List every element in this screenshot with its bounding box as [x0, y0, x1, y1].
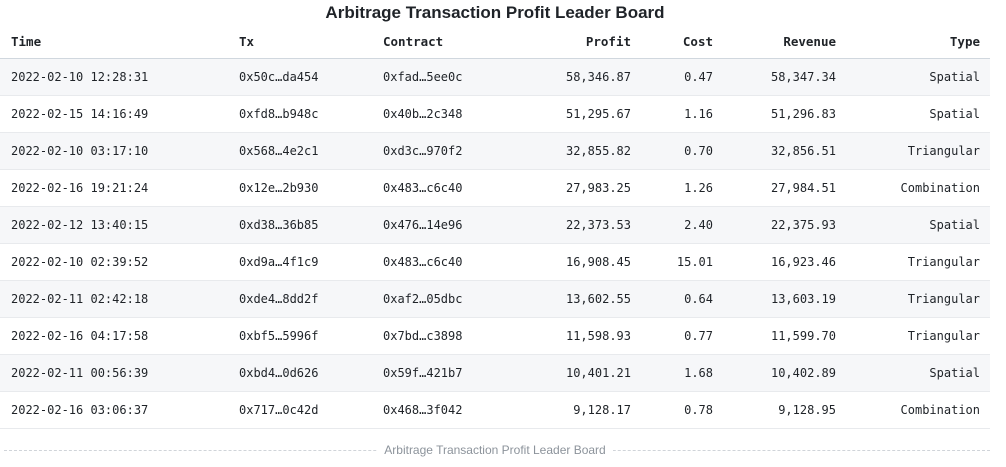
table-row: 2022-02-11 00:56:39 0xbd4…0d626 0x59f…42…	[0, 354, 990, 392]
cell-type: Spatial	[836, 58, 990, 96]
cell-profit: 58,346.87	[558, 58, 631, 96]
cell-time: 2022-02-11 00:56:39	[0, 354, 239, 392]
cell-contract: 0x468…3f042	[383, 391, 558, 429]
table-row: 2022-02-10 03:17:10 0x568…4e2c1 0xd3c…97…	[0, 132, 990, 170]
cell-tx: 0xbf5…5996f	[239, 317, 383, 355]
cell-revenue: 32,856.51	[713, 132, 836, 170]
cell-type: Spatial	[836, 206, 990, 244]
cell-tx: 0x12e…2b930	[239, 169, 383, 207]
cell-cost: 15.01	[631, 243, 713, 281]
table-caption: Arbitrage Transaction Profit Leader Boar…	[0, 440, 990, 460]
cell-time: 2022-02-11 02:42:18	[0, 280, 239, 318]
cell-revenue: 51,296.83	[713, 95, 836, 133]
table-row: 2022-02-11 02:42:18 0xde4…8dd2f 0xaf2…05…	[0, 280, 990, 318]
column-header-cost[interactable]: Cost	[631, 24, 713, 59]
cell-time: 2022-02-16 04:17:58	[0, 317, 239, 355]
cell-profit: 22,373.53	[558, 206, 631, 244]
cell-contract: 0x483…c6c40	[383, 169, 558, 207]
cell-time: 2022-02-16 19:21:24	[0, 169, 239, 207]
page-title: Arbitrage Transaction Profit Leader Boar…	[325, 3, 665, 22]
cell-cost: 2.40	[631, 206, 713, 244]
cell-tx: 0xbd4…0d626	[239, 354, 383, 392]
cell-contract: 0xfad…5ee0c	[383, 58, 558, 96]
cell-revenue: 9,128.95	[713, 391, 836, 429]
table-row: 2022-02-16 03:06:37 0x717…0c42d 0x468…3f…	[0, 391, 990, 429]
cell-time: 2022-02-15 14:16:49	[0, 95, 239, 133]
cell-profit: 27,983.25	[558, 169, 631, 207]
cell-contract: 0x40b…2c348	[383, 95, 558, 133]
table-row: 2022-02-16 04:17:58 0xbf5…5996f 0x7bd…c3…	[0, 317, 990, 355]
cell-tx: 0xde4…8dd2f	[239, 280, 383, 318]
cell-cost: 0.77	[631, 317, 713, 355]
table-row: 2022-02-15 14:16:49 0xfd8…b948c 0x40b…2c…	[0, 95, 990, 133]
cell-revenue: 22,375.93	[713, 206, 836, 244]
cell-cost: 0.64	[631, 280, 713, 318]
cell-cost: 0.78	[631, 391, 713, 429]
cell-time: 2022-02-10 12:28:31	[0, 58, 239, 96]
cell-cost: 0.47	[631, 58, 713, 96]
cell-revenue: 13,603.19	[713, 280, 836, 318]
cell-profit: 10,401.21	[558, 354, 631, 392]
table-row: 2022-02-10 02:39:52 0xd9a…4f1c9 0x483…c6…	[0, 243, 990, 281]
cell-type: Triangular	[836, 280, 990, 318]
cell-contract: 0x476…14e96	[383, 206, 558, 244]
cell-contract: 0x7bd…c3898	[383, 317, 558, 355]
cell-tx: 0x568…4e2c1	[239, 132, 383, 170]
cell-profit: 11,598.93	[558, 317, 631, 355]
cell-type: Triangular	[836, 132, 990, 170]
cell-contract: 0xaf2…05dbc	[383, 280, 558, 318]
table-header-row: Time Tx Contract Profit Cost Revenue Typ…	[0, 24, 990, 59]
cell-contract: 0x483…c6c40	[383, 243, 558, 281]
cell-revenue: 16,923.46	[713, 243, 836, 281]
cell-type: Triangular	[836, 317, 990, 355]
cell-type: Combination	[836, 169, 990, 207]
cell-cost: 1.26	[631, 169, 713, 207]
cell-revenue: 10,402.89	[713, 354, 836, 392]
column-header-profit[interactable]: Profit	[558, 24, 631, 59]
cell-type: Spatial	[836, 354, 990, 392]
cell-profit: 32,855.82	[558, 132, 631, 170]
cell-revenue: 11,599.70	[713, 317, 836, 355]
cell-profit: 13,602.55	[558, 280, 631, 318]
cell-type: Triangular	[836, 243, 990, 281]
table-row: 2022-02-16 19:21:24 0x12e…2b930 0x483…c6…	[0, 169, 990, 207]
column-header-tx[interactable]: Tx	[239, 24, 383, 59]
cell-profit: 9,128.17	[558, 391, 631, 429]
cell-tx: 0x50c…da454	[239, 58, 383, 96]
cell-contract: 0x59f…421b7	[383, 354, 558, 392]
caption-text: Arbitrage Transaction Profit Leader Boar…	[377, 443, 613, 457]
cell-profit: 51,295.67	[558, 95, 631, 133]
column-header-time[interactable]: Time	[0, 24, 239, 59]
table-row: 2022-02-10 12:28:31 0x50c…da454 0xfad…5e…	[0, 58, 990, 96]
cell-type: Combination	[836, 391, 990, 429]
cell-profit: 16,908.45	[558, 243, 631, 281]
column-header-type[interactable]: Type	[836, 24, 990, 59]
cell-tx: 0xfd8…b948c	[239, 95, 383, 133]
cell-time: 2022-02-12 13:40:15	[0, 206, 239, 244]
cell-time: 2022-02-16 03:06:37	[0, 391, 239, 429]
cell-cost: 0.70	[631, 132, 713, 170]
cell-time: 2022-02-10 03:17:10	[0, 132, 239, 170]
cell-tx: 0xd38…36b85	[239, 206, 383, 244]
cell-type: Spatial	[836, 95, 990, 133]
cell-revenue: 58,347.34	[713, 58, 836, 96]
cell-time: 2022-02-10 02:39:52	[0, 243, 239, 281]
cell-contract: 0xd3c…970f2	[383, 132, 558, 170]
cell-tx: 0xd9a…4f1c9	[239, 243, 383, 281]
cell-cost: 1.16	[631, 95, 713, 133]
column-header-contract[interactable]: Contract	[383, 24, 558, 59]
leaderboard-table: Time Tx Contract Profit Cost Revenue Typ…	[0, 24, 990, 429]
cell-cost: 1.68	[631, 354, 713, 392]
table-row: 2022-02-12 13:40:15 0xd38…36b85 0x476…14…	[0, 206, 990, 244]
column-header-revenue[interactable]: Revenue	[713, 24, 836, 59]
cell-revenue: 27,984.51	[713, 169, 836, 207]
cell-tx: 0x717…0c42d	[239, 391, 383, 429]
